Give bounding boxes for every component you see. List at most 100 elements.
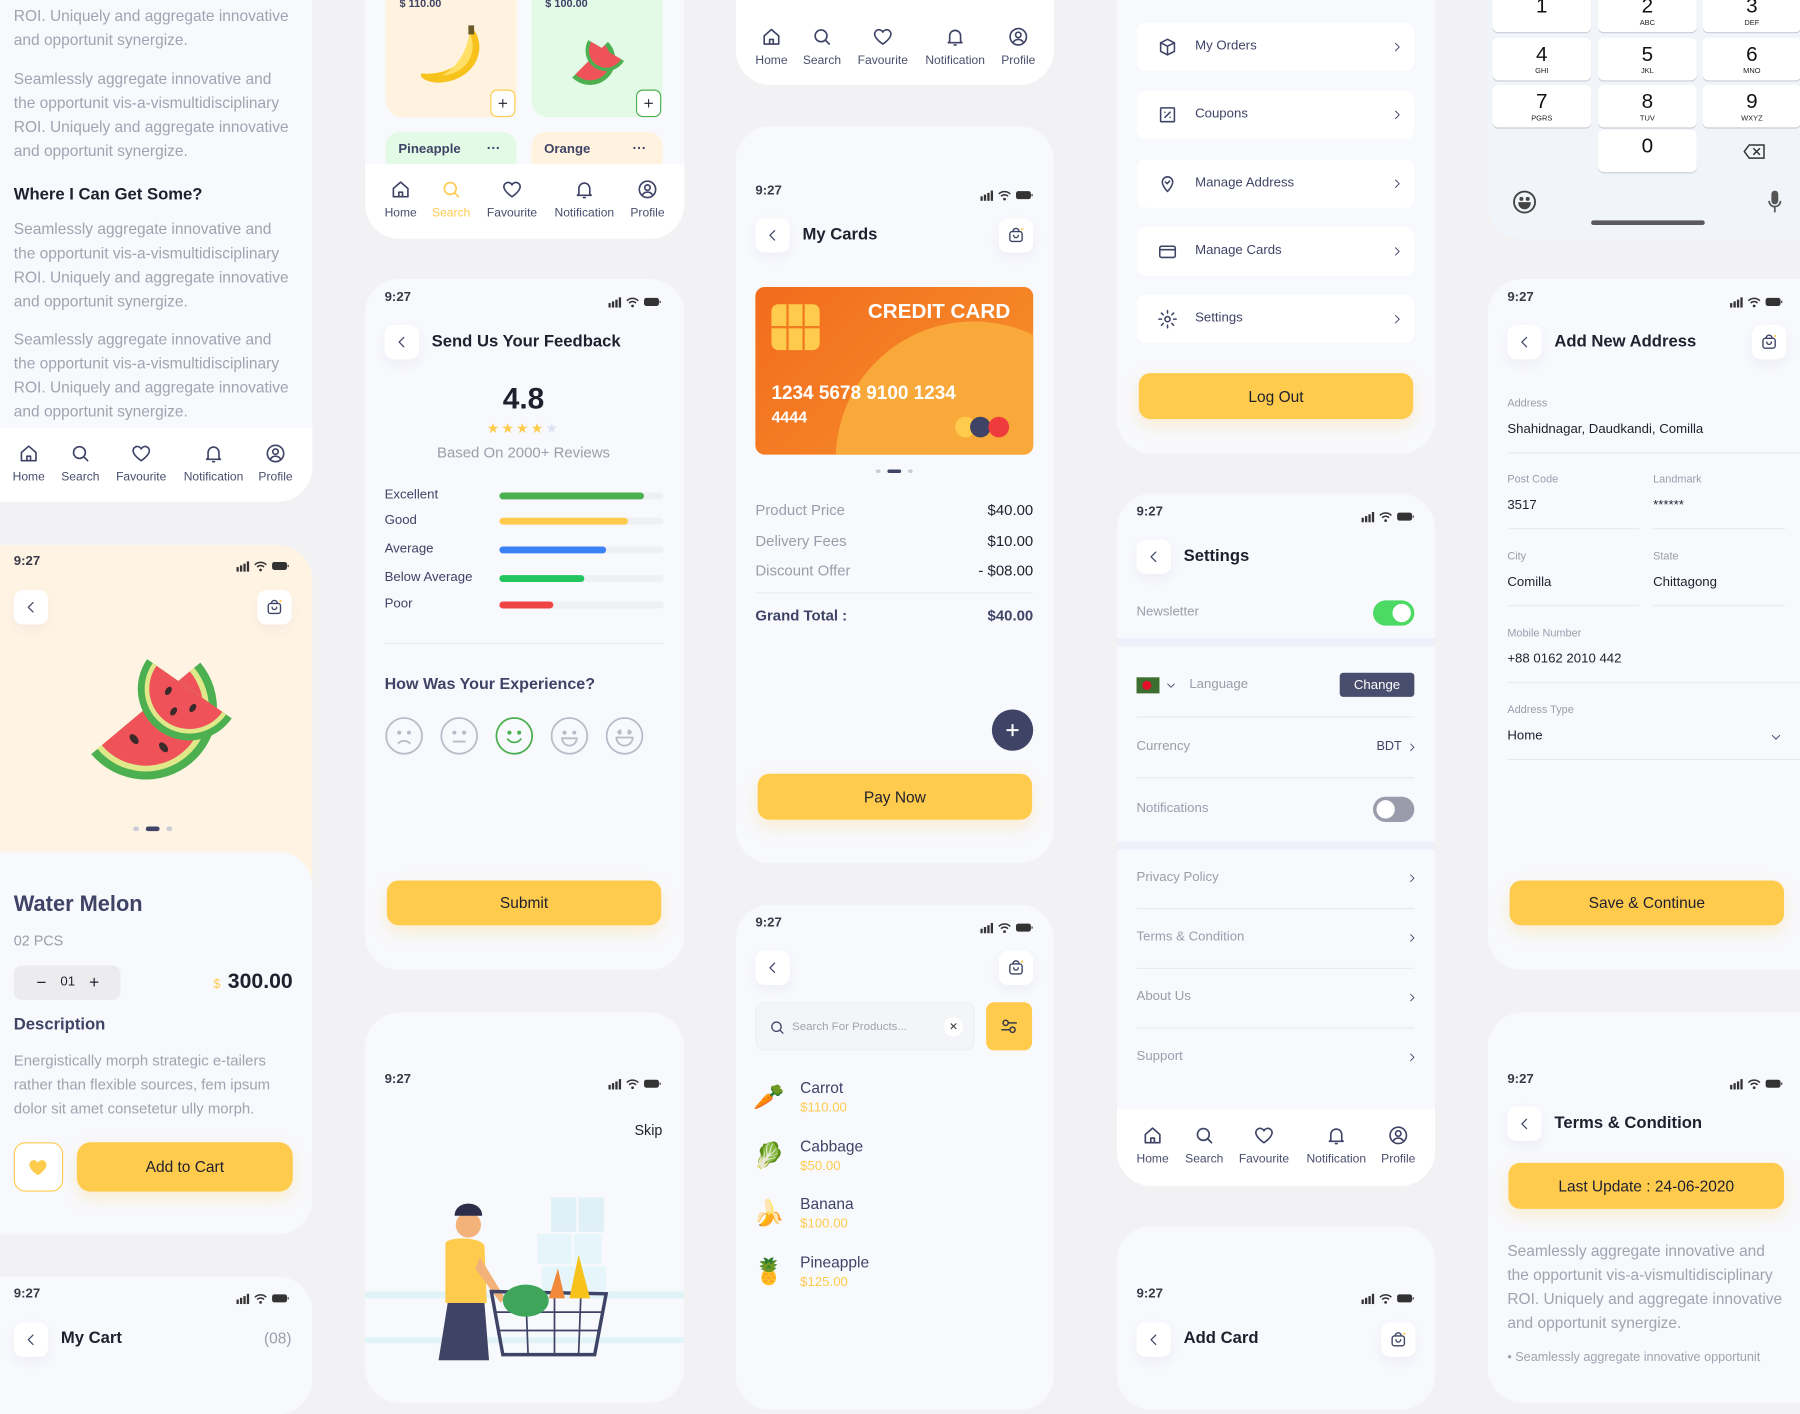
product-name[interactable]: Cabbage [800,1137,864,1155]
chevron-down-icon[interactable] [1770,731,1783,744]
nav-item-profile[interactable]: Profile [258,470,293,485]
settings-link-privacy-policy[interactable]: Privacy Policy [1136,870,1219,885]
nav-item-search[interactable]: Search [61,470,100,485]
key-0[interactable]: 0 [1598,129,1697,173]
nav-item-home[interactable]: Home [755,53,788,68]
currency-value[interactable]: BDT [1376,739,1402,754]
nav-item-profile[interactable]: Profile [630,206,665,221]
bell-icon[interactable] [1325,1124,1347,1146]
face-happy-icon[interactable] [550,716,589,755]
city-field[interactable]: Comilla [1507,575,1552,590]
save-continue-button[interactable]: Save & Continue [1509,880,1784,926]
clear-search-button[interactable]: ✕ [943,1017,964,1037]
heart-icon[interactable] [130,443,152,465]
key-4[interactable]: 4 GHI [1492,37,1592,81]
chevron-down-icon[interactable] [1165,680,1176,691]
menu-item-manage-address[interactable] [1136,159,1415,208]
user-icon[interactable] [1387,1124,1409,1146]
back-button[interactable] [755,218,790,253]
back-button[interactable] [1507,1106,1542,1142]
back-button[interactable] [1136,1322,1171,1357]
search-icon[interactable] [1193,1124,1215,1146]
bell-icon[interactable] [573,179,595,201]
nav-item-favourite[interactable]: Favourite [857,53,908,68]
nav-item-notification[interactable]: Notification [925,53,985,68]
address-type-field[interactable]: Home [1507,729,1543,744]
key-7[interactable]: 7 PGRS [1492,84,1592,128]
carousel-dot-active[interactable] [145,826,160,832]
search-input[interactable]: Search For Products... ✕ [755,1002,975,1051]
user-icon[interactable] [637,179,659,201]
flag-icon[interactable] [1136,677,1160,694]
cart-button[interactable] [1751,324,1787,360]
face-smile-icon[interactable] [495,716,534,755]
cart-button[interactable] [998,218,1034,253]
key-3[interactable]: 3 DEF [1702,0,1800,33]
cart-button[interactable] [998,950,1034,985]
bell-icon[interactable] [944,26,966,48]
nav-item-search[interactable]: Search [802,53,842,68]
nav-item-home[interactable]: Home [1136,1152,1169,1167]
nav-item-home[interactable]: Home [12,470,45,485]
back-button[interactable] [1507,324,1542,360]
home-icon[interactable] [761,26,783,48]
menu-item-manage-cards[interactable] [1136,227,1415,276]
key-8[interactable]: 8 TUV [1598,84,1697,128]
back-button[interactable] [1136,539,1171,574]
user-icon[interactable] [1007,26,1029,48]
nav-item-notification[interactable]: Notification [554,206,615,221]
key-1[interactable]: 1 [1492,0,1592,33]
face-neutral-icon[interactable] [440,716,479,755]
credit-card[interactable]: CREDIT CARD 1234 5678 9100 1234 4444 [755,287,1034,455]
notifications-toggle[interactable] [1373,796,1415,822]
menu-item-coupons[interactable] [1136,91,1415,140]
settings-link-support[interactable]: Support [1136,1049,1183,1064]
product-name[interactable]: Carrot [800,1079,844,1097]
change-language-button[interactable]: Change [1339,672,1415,697]
key-6[interactable]: 6 MNO [1702,37,1800,81]
backspace-key[interactable] [1693,130,1796,172]
heart-icon[interactable] [501,179,523,201]
nav-item-favourite[interactable]: Favourite [1238,1152,1290,1167]
address-field[interactable]: Shahidnagar, Daudkandi, Comilla [1507,422,1704,437]
carousel-dot[interactable] [133,826,139,832]
filter-button[interactable] [986,1002,1033,1051]
nav-item-favourite[interactable]: Favourite [116,470,167,485]
chevron-right-icon[interactable] [1406,932,1417,943]
heart-icon[interactable] [1253,1124,1275,1146]
back-button[interactable] [384,324,420,360]
microphone-icon[interactable] [1767,190,1783,214]
back-button[interactable] [13,590,49,625]
product-name[interactable]: Banana [800,1195,854,1213]
carousel-dot-active[interactable] [887,469,902,473]
key-5[interactable]: 5 JKL [1598,37,1697,81]
user-icon[interactable] [265,443,287,465]
favourite-button[interactable] [13,1142,64,1192]
landmark-field[interactable]: ****** [1653,498,1684,513]
more-icon[interactable]: ··· [632,140,647,157]
nav-item-profile[interactable]: Profile [1001,53,1036,68]
carousel-dot[interactable] [875,469,881,473]
decrease-button[interactable]: − [36,972,47,993]
logout-button[interactable]: Log Out [1138,373,1414,420]
chevron-right-icon[interactable] [1406,992,1417,1003]
nav-item-home[interactable]: Home [384,206,417,221]
emoji-icon[interactable] [1512,189,1537,214]
search-icon[interactable] [811,26,833,48]
add-button[interactable] [490,89,516,118]
carousel-dot[interactable] [908,469,913,473]
add-to-cart-button[interactable]: Add to Cart [76,1142,293,1192]
nav-item-favourite[interactable]: Favourite [486,206,538,221]
cart-button[interactable] [1381,1322,1416,1357]
back-button[interactable] [755,950,790,985]
home-icon[interactable] [390,179,412,201]
key-9[interactable]: 9 WXYZ [1702,84,1800,128]
home-icon[interactable] [18,443,40,465]
add-button[interactable] [635,89,662,118]
chevron-right-icon[interactable] [1406,742,1417,753]
nav-item-search[interactable]: Search [1185,1152,1224,1167]
nav-item-profile[interactable]: Profile [1381,1152,1416,1167]
state-field[interactable]: Chittagong [1653,575,1717,590]
mobile-field[interactable]: +88 0162 2010 442 [1507,652,1622,667]
add-card-button[interactable] [991,709,1034,751]
